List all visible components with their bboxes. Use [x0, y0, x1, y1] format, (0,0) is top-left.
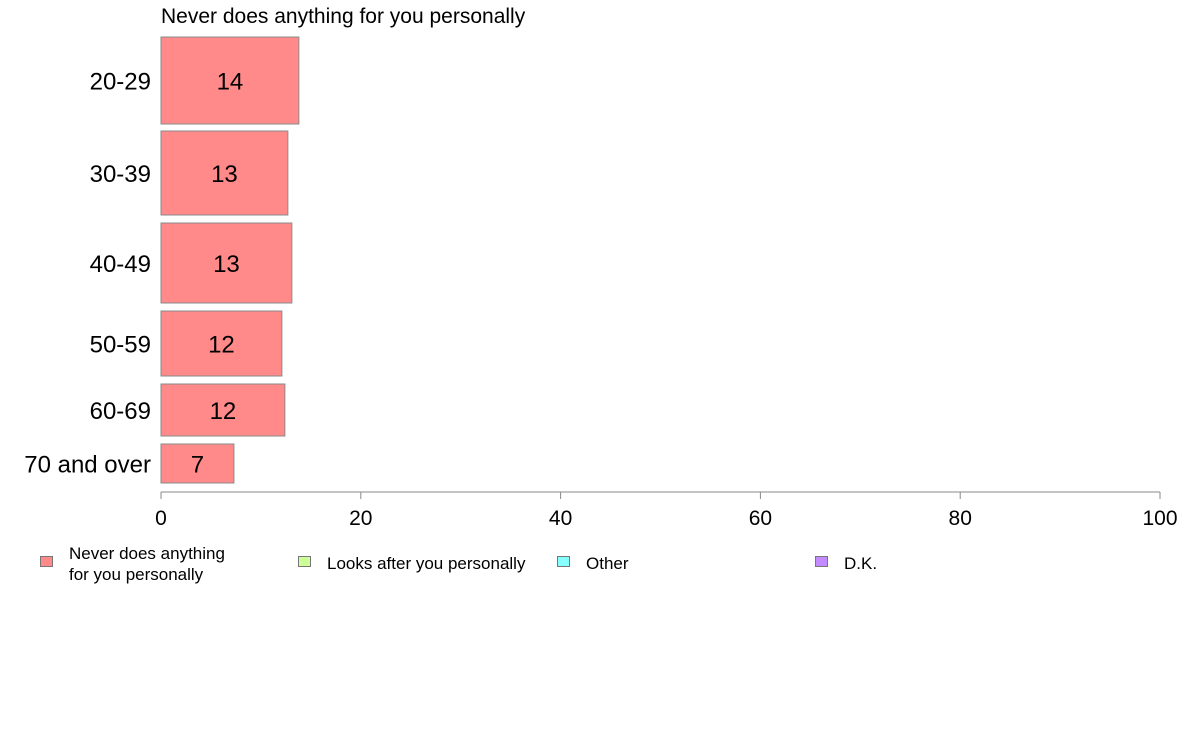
bar	[160, 310, 283, 377]
legend-item-looks-after: Looks after you personally	[298, 553, 525, 574]
legend-swatch	[815, 556, 828, 567]
bar	[160, 222, 293, 304]
bar-value-label: 13	[213, 251, 240, 278]
x-tick-label: 60	[749, 507, 772, 530]
category-label: 40-49	[90, 251, 151, 278]
bar-value-label: 13	[211, 161, 238, 188]
category-label: 50-59	[90, 332, 151, 359]
bars-group: 14 20-29 13 30-39 13 40-49 12 50-59 12 60-69 7 70 a…	[24, 36, 300, 484]
category-label: 70 and over	[24, 452, 151, 479]
x-tick-label: 80	[949, 507, 972, 530]
legend-swatch	[40, 556, 53, 567]
bar-chart: Never does anything for you personally 1…	[24, 5, 1178, 530]
bar	[160, 36, 300, 125]
bar-value-label: 7	[191, 452, 204, 479]
x-tick-label: 40	[549, 507, 572, 530]
legend-swatch	[298, 556, 311, 567]
bar	[160, 443, 235, 484]
bar	[160, 383, 286, 437]
x-tick-label: 100	[1142, 507, 1177, 530]
x-tick-label: 20	[349, 507, 372, 530]
legend-item-other: Other	[557, 553, 629, 574]
category-label: 20-29	[90, 69, 151, 96]
bar-value-label: 14	[217, 69, 244, 96]
x-tick-label: 0	[155, 507, 167, 530]
bar-value-label: 12	[208, 332, 235, 359]
category-label: 60-69	[90, 398, 151, 425]
legend-item-dk: D.K.	[815, 553, 877, 574]
bar	[160, 130, 289, 216]
x-axis: 0 20 40 60 80 100	[155, 491, 1178, 530]
legend-label: D.K.	[844, 554, 878, 573]
legend-label: Never does anything for you personally	[69, 544, 225, 584]
legend-swatch	[557, 556, 570, 567]
chart-title: Never does anything for you personally	[161, 5, 526, 28]
legend: Never does anything for you personally L…	[0, 543, 1188, 593]
legend-item-never: Never does anything for you personally	[40, 543, 225, 585]
category-label: 30-39	[90, 161, 151, 188]
bar-value-label: 12	[210, 398, 237, 425]
legend-label: Other	[586, 554, 629, 573]
legend-label: Looks after you personally	[327, 554, 526, 573]
